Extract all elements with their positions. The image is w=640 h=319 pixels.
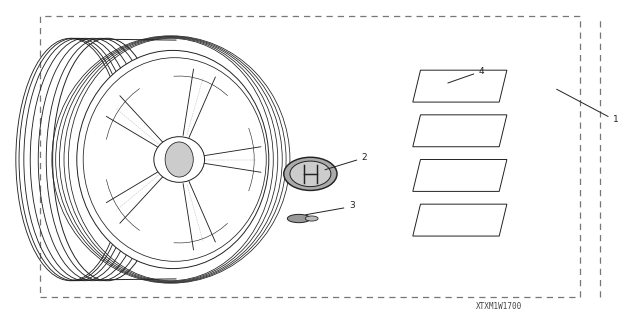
Ellipse shape: [284, 157, 337, 190]
Text: 1: 1: [613, 115, 619, 124]
Text: 2: 2: [362, 153, 367, 162]
Ellipse shape: [305, 216, 318, 221]
Text: 4: 4: [479, 67, 484, 76]
Bar: [40, 16, 580, 297]
Polygon shape: [413, 115, 507, 147]
Text: 3: 3: [349, 201, 355, 210]
Ellipse shape: [154, 137, 205, 182]
Text: XTXM1W1700: XTXM1W1700: [476, 302, 522, 311]
Polygon shape: [413, 160, 507, 191]
Ellipse shape: [165, 142, 193, 177]
Ellipse shape: [290, 161, 331, 187]
Ellipse shape: [287, 214, 310, 223]
Polygon shape: [413, 204, 507, 236]
Ellipse shape: [83, 58, 266, 261]
Ellipse shape: [77, 50, 269, 269]
Polygon shape: [413, 70, 507, 102]
